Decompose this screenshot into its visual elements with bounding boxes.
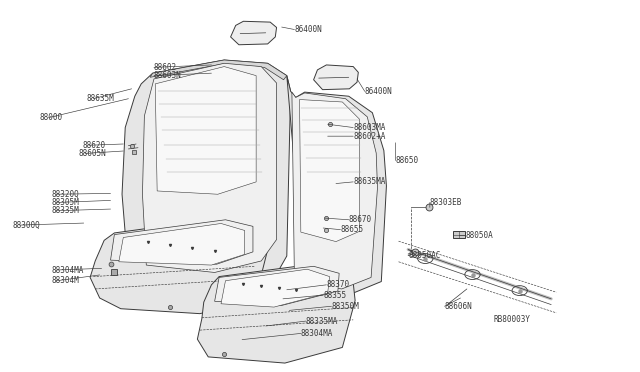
Polygon shape (122, 60, 291, 305)
Text: 88370: 88370 (326, 280, 349, 289)
Text: 88620: 88620 (83, 141, 106, 150)
Text: 88050A: 88050A (466, 231, 493, 240)
Text: 88320Q: 88320Q (52, 190, 79, 199)
Text: 88603N: 88603N (154, 71, 182, 80)
Text: 88603MA: 88603MA (353, 123, 385, 132)
Polygon shape (300, 100, 360, 241)
Text: 88602: 88602 (154, 63, 177, 72)
Text: 88303EB: 88303EB (430, 198, 462, 207)
Polygon shape (111, 220, 253, 264)
Polygon shape (156, 67, 256, 194)
Text: 88335M: 88335M (52, 206, 79, 215)
Polygon shape (221, 269, 330, 307)
Text: 88335MA: 88335MA (306, 317, 339, 326)
Polygon shape (197, 264, 355, 363)
Polygon shape (150, 60, 287, 80)
Text: 88605N: 88605N (79, 149, 106, 158)
Text: RB80003Y: RB80003Y (493, 315, 531, 324)
Text: 88635MA: 88635MA (353, 177, 385, 186)
Text: 88305M: 88305M (52, 198, 79, 207)
Polygon shape (230, 21, 276, 45)
Text: 88350M: 88350M (332, 302, 359, 311)
Polygon shape (119, 224, 244, 265)
Text: 88050AC: 88050AC (408, 251, 440, 260)
Text: 88304M: 88304M (52, 276, 79, 285)
Text: 88304MA: 88304MA (52, 266, 84, 275)
Polygon shape (287, 76, 387, 293)
Text: 88655: 88655 (340, 225, 364, 234)
Text: 88650: 88650 (396, 156, 419, 165)
Text: 86400N: 86400N (365, 87, 392, 96)
Polygon shape (292, 92, 378, 289)
Text: 88602+A: 88602+A (353, 132, 385, 141)
Text: 88304MA: 88304MA (301, 329, 333, 338)
Text: 88355: 88355 (323, 291, 346, 299)
Text: 88670: 88670 (349, 215, 372, 224)
Text: 88300Q: 88300Q (12, 221, 40, 230)
Polygon shape (314, 65, 358, 90)
Text: 88635M: 88635M (87, 94, 115, 103)
Text: 86400N: 86400N (294, 25, 322, 34)
Text: 88606N: 88606N (445, 302, 472, 311)
FancyBboxPatch shape (454, 231, 465, 238)
Polygon shape (90, 218, 268, 314)
Text: 88000: 88000 (39, 113, 62, 122)
Polygon shape (214, 266, 339, 305)
Polygon shape (143, 63, 276, 272)
